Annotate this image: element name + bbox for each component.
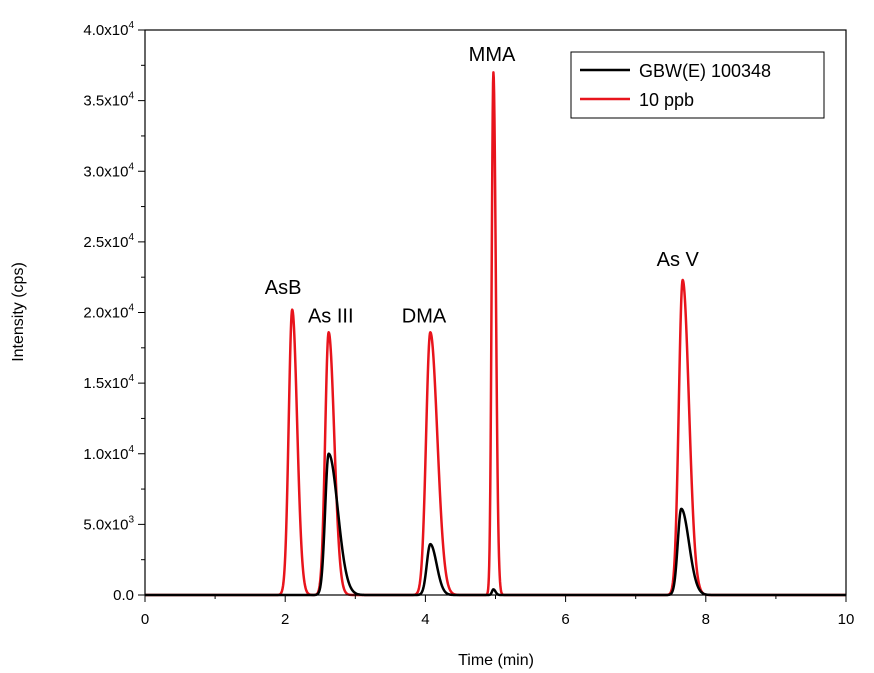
x-axis-title: Time (min) [458, 652, 534, 669]
x-tick-label: 10 [838, 611, 855, 628]
legend: GBW(E) 100348 10 ppb [570, 51, 825, 119]
x-tick-label: 0 [141, 611, 149, 628]
y-tick-label: 0.0 [113, 587, 134, 604]
legend-box [570, 51, 825, 119]
y-tick-label: 1.0x104 [83, 444, 134, 463]
legend-label-10ppb: 10 ppb [639, 90, 694, 110]
y-tick-label: 2.0x104 [83, 303, 134, 322]
y-tick-label: 4.0x104 [83, 20, 134, 39]
y-tick-label: 5.0x103 [83, 514, 134, 533]
x-tick-label: 2 [281, 611, 289, 628]
peak-label: As III [308, 305, 354, 327]
ticks-layer: 0 2 4 6 8 10 0.0 5.0x103 1.0x104 1.5x104 2.0x104 2.… [83, 20, 854, 628]
legend-label-gbw: GBW(E) 100348 [639, 61, 771, 81]
y-tick-label: 1.5x104 [83, 373, 134, 392]
peak-label: AsB [265, 277, 302, 299]
peak-annotations: AsB As III DMA MMA As V [265, 44, 700, 327]
y-tick-label: 3.5x104 [83, 91, 134, 110]
peak-label: MMA [469, 44, 516, 66]
y-tick-label: 3.0x104 [83, 161, 134, 180]
peak-label: DMA [402, 305, 447, 327]
x-tick-label: 8 [702, 611, 710, 628]
peak-label: As V [657, 249, 700, 271]
x-tick-label: 4 [421, 611, 429, 628]
y-tick-label: 2.5x104 [83, 232, 134, 251]
x-tick-label: 6 [561, 611, 569, 628]
y-axis-title: Intensity (cps) [10, 262, 27, 362]
